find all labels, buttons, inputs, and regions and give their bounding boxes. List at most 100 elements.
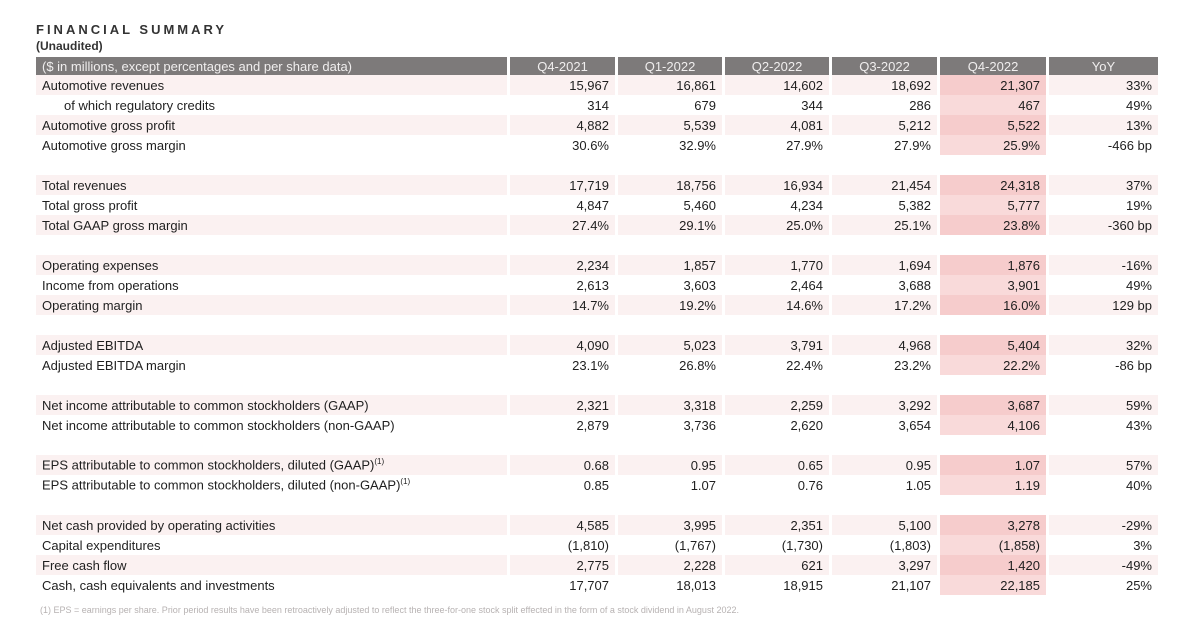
table-row: Capital expenditures (1,810) (1,767) (1,730… (36, 535, 1158, 555)
value-cell: 3,791 (725, 335, 832, 355)
row-label: Total gross profit (36, 195, 510, 215)
value-cell: 0.95 (832, 455, 940, 475)
row-label-text: Net cash provided by operating activitie… (42, 517, 276, 533)
row-label-text: Automotive revenues (42, 77, 165, 93)
value-cell: 19% (1049, 195, 1158, 215)
group-spacer (36, 495, 1158, 515)
value-cell: 4,585 (510, 515, 618, 535)
value-cell: (1,730) (725, 535, 832, 555)
table-row: Total revenues 17,719 18,756 16,934 21,454 24… (36, 175, 1158, 195)
value-cell: 32% (1049, 335, 1158, 355)
value-cell: 129 bp (1049, 295, 1158, 315)
column-header: Q3-2022 (832, 57, 940, 75)
row-label-text: EPS attributable to common stockholders,… (42, 477, 401, 493)
value-cell: 1.19 (940, 475, 1049, 495)
value-cell: 13% (1049, 115, 1158, 135)
value-cell: 18,756 (618, 175, 725, 195)
value-cell: 30.6% (510, 135, 618, 155)
value-cell: 25.9% (940, 135, 1049, 155)
value-cell: 49% (1049, 275, 1158, 295)
value-cell: -360 bp (1049, 215, 1158, 235)
value-cell: 2,321 (510, 395, 618, 415)
value-cell: 2,234 (510, 255, 618, 275)
value-cell: 467 (940, 95, 1049, 115)
row-label-text: Total revenues (42, 177, 127, 193)
column-header: Q1-2022 (618, 57, 725, 75)
value-cell: 27.4% (510, 215, 618, 235)
value-cell: 14.7% (510, 295, 618, 315)
value-cell: 17,707 (510, 575, 618, 595)
value-cell: 18,013 (618, 575, 725, 595)
value-cell: 22.2% (940, 355, 1049, 375)
value-cell: 17.2% (832, 295, 940, 315)
value-cell: 3,901 (940, 275, 1049, 295)
value-cell: -16% (1049, 255, 1158, 275)
value-cell: 4,882 (510, 115, 618, 135)
value-cell: (1,803) (832, 535, 940, 555)
value-cell: 16.0% (940, 295, 1049, 315)
value-cell: 21,307 (940, 75, 1049, 95)
value-cell: 49% (1049, 95, 1158, 115)
value-cell: 286 (832, 95, 940, 115)
value-cell: 21,107 (832, 575, 940, 595)
value-cell: (1,858) (940, 535, 1049, 555)
value-cell: 1,694 (832, 255, 940, 275)
value-cell: 21,454 (832, 175, 940, 195)
value-cell: 5,212 (832, 115, 940, 135)
value-cell: 3,654 (832, 415, 940, 435)
value-cell: 22,185 (940, 575, 1049, 595)
value-cell: -86 bp (1049, 355, 1158, 375)
value-cell: 2,464 (725, 275, 832, 295)
value-cell: (1,810) (510, 535, 618, 555)
table-row: Operating expenses 2,234 1,857 1,770 1,694 1,… (36, 255, 1158, 275)
value-cell: 3% (1049, 535, 1158, 555)
table-row: Cash, cash equivalents and investments 17… (36, 575, 1158, 595)
column-header: Q4-2021 (510, 57, 618, 75)
row-label: Total GAAP gross margin (36, 215, 510, 235)
value-cell: 2,620 (725, 415, 832, 435)
column-header: Q2-2022 (725, 57, 832, 75)
row-label: Net income attributable to common stockh… (36, 415, 510, 435)
value-cell: 23.2% (832, 355, 940, 375)
column-header-label: ($ in millions, except percentages and p… (36, 57, 510, 75)
value-cell: 14,602 (725, 75, 832, 95)
row-label-text: Adjusted EBITDA margin (42, 357, 186, 373)
table-row: Net income attributable to common stockh… (36, 415, 1158, 435)
spacer-cell (36, 495, 1158, 515)
row-label: Adjusted EBITDA (36, 335, 510, 355)
value-cell: 1.07 (618, 475, 725, 495)
value-cell: 40% (1049, 475, 1158, 495)
value-cell: 1,857 (618, 255, 725, 275)
value-cell: 37% (1049, 175, 1158, 195)
spacer-cell (36, 235, 1158, 255)
value-cell: 15,967 (510, 75, 618, 95)
value-cell: 2,775 (510, 555, 618, 575)
value-cell: 16,934 (725, 175, 832, 195)
value-cell: 3,603 (618, 275, 725, 295)
page-title: FINANCIAL SUMMARY (36, 22, 228, 37)
value-cell: 4,234 (725, 195, 832, 215)
value-cell: 5,522 (940, 115, 1049, 135)
value-cell: 25.1% (832, 215, 940, 235)
value-cell: 1,420 (940, 555, 1049, 575)
value-cell: 1.05 (832, 475, 940, 495)
value-cell: 2,613 (510, 275, 618, 295)
value-cell: 14.6% (725, 295, 832, 315)
row-label: EPS attributable to common stockholders,… (36, 475, 510, 495)
table-row: Operating margin 14.7% 19.2% 14.6% 17.2% 16.0… (36, 295, 1158, 315)
spacer-cell (36, 315, 1158, 335)
table-row: Net cash provided by operating activitie… (36, 515, 1158, 535)
row-label: Automotive revenues (36, 75, 510, 95)
value-cell: 23.8% (940, 215, 1049, 235)
value-cell: 3,278 (940, 515, 1049, 535)
value-cell: 1,876 (940, 255, 1049, 275)
row-label-text: Total GAAP gross margin (42, 217, 188, 233)
value-cell: 57% (1049, 455, 1158, 475)
value-cell: 18,692 (832, 75, 940, 95)
value-cell: 18,915 (725, 575, 832, 595)
row-label-text: Total gross profit (42, 197, 138, 213)
value-cell: 3,688 (832, 275, 940, 295)
row-label: Automotive gross profit (36, 115, 510, 135)
footnote: (1) EPS = earnings per share. Prior peri… (40, 605, 739, 615)
row-label: Total revenues (36, 175, 510, 195)
